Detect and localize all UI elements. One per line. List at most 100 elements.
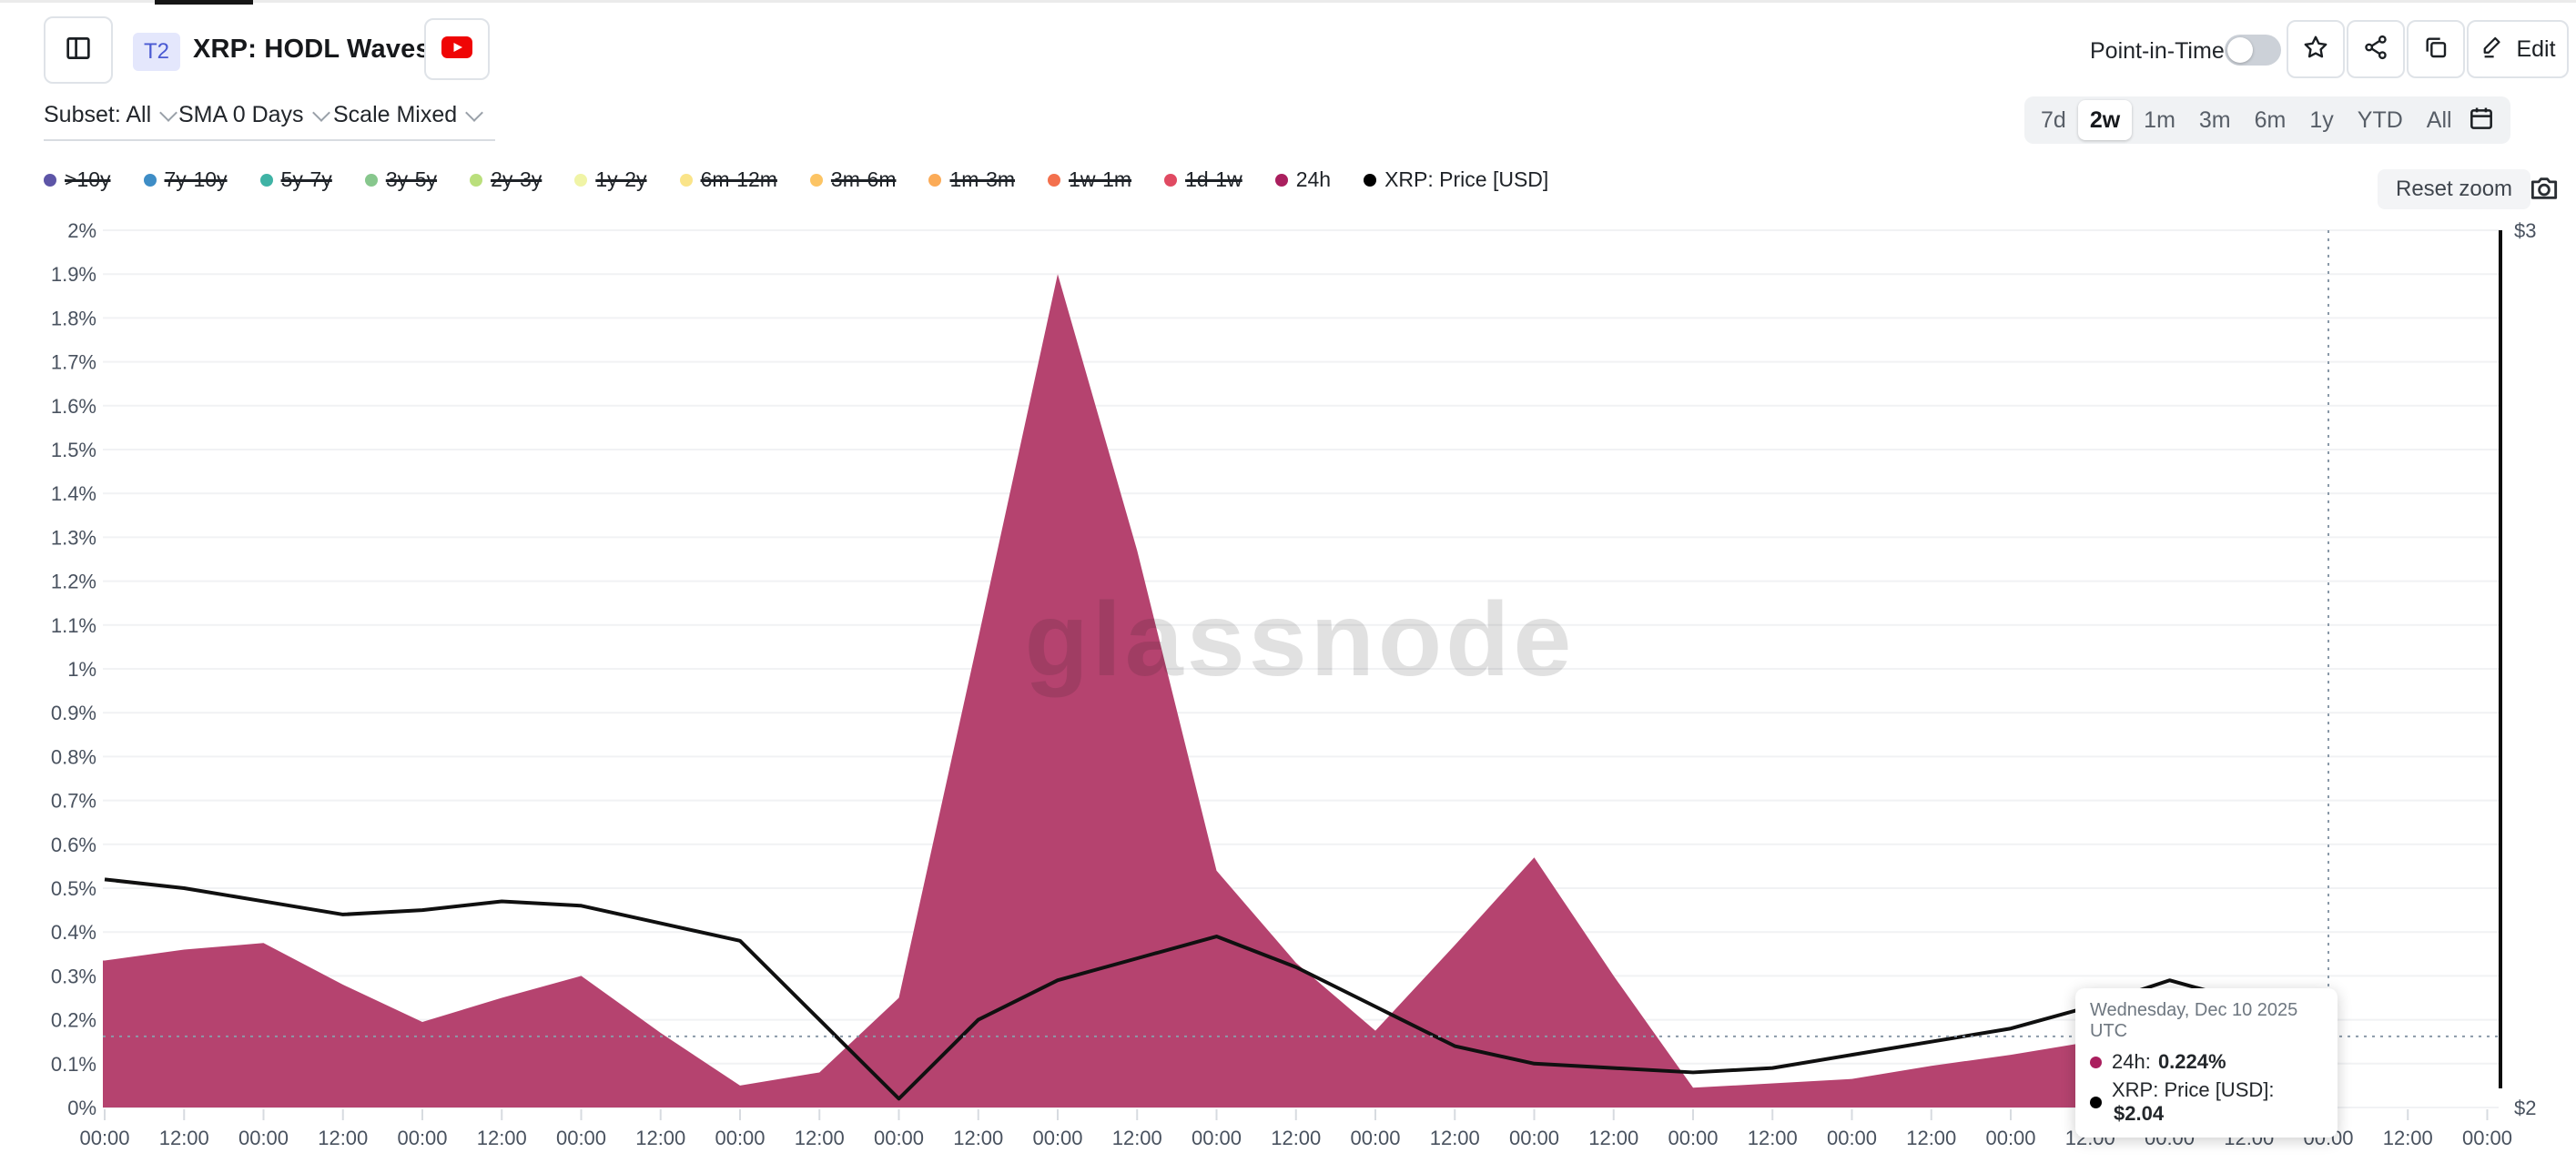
range-2w[interactable]: 2w [2077,100,2133,140]
right-axis: $3 $2 [2499,219,2536,1119]
sma-dropdown-label: SMA 0 Days [178,102,304,127]
svg-text:0.6%: 0.6% [51,834,96,856]
share-icon [2361,33,2390,66]
scale-dropdown[interactable]: Scale Mixed [333,102,496,141]
legend-item[interactable]: 3m-6m [809,167,896,192]
svg-text:1.5%: 1.5% [51,439,96,461]
range-1m[interactable]: 1m [2144,107,2175,133]
legend-item[interactable]: 3y-5y [364,167,437,192]
svg-text:1%: 1% [67,658,96,681]
point-in-time-toggle[interactable] [2225,35,2281,66]
legend-item[interactable]: 5y-7y [259,167,332,192]
legend-item[interactable]: 6m-12m [679,167,777,192]
svg-text:12:00: 12:00 [1906,1127,1956,1149]
legend-label: 5y-7y [280,167,332,191]
svg-text:00:00: 00:00 [1509,1127,1559,1149]
svg-text:00:00: 00:00 [1985,1127,2035,1149]
svg-text:1.2%: 1.2% [51,571,96,593]
page-title: XRP: HODL Waves [193,35,431,64]
legend-label: 1m-3m [949,167,1016,191]
legend-dot [1164,173,1178,187]
legend-dot [143,173,157,187]
reset-zoom-button[interactable]: Reset zoom [2378,169,2531,209]
svg-text:0.5%: 0.5% [51,877,96,900]
legend-item[interactable]: 24h [1274,167,1332,192]
legend-label: XRP: Price [USD] [1384,167,1549,191]
svg-text:1.8%: 1.8% [51,307,96,329]
tooltip-row: 24h: 0.224% [2090,1050,2323,1074]
svg-text:12:00: 12:00 [795,1127,845,1149]
legend-label: 2y-3y [491,167,543,191]
legend-dot [679,173,693,187]
toggle-knob [2227,37,2253,63]
legend-label: 7y-10y [164,167,228,191]
top-divider [0,0,2576,5]
svg-text:00:00: 00:00 [1350,1127,1400,1149]
svg-text:00:00: 00:00 [397,1127,447,1149]
svg-text:0.9%: 0.9% [51,702,96,724]
tooltip-row: XRP: Price [USD]: $2.04 [2090,1078,2323,1126]
legend-label: 1d-1w [1185,167,1242,191]
share-button[interactable] [2347,20,2405,78]
copy-button[interactable] [2407,20,2465,78]
legend-item[interactable]: 1m-3m [928,167,1015,192]
svg-text:12:00: 12:00 [1588,1127,1638,1149]
youtube-button[interactable] [424,18,490,80]
legend-item[interactable]: 2y-3y [470,167,542,192]
legend-item[interactable]: 1y-2y [574,167,647,192]
svg-text:00:00: 00:00 [2462,1127,2512,1149]
svg-text:1.6%: 1.6% [51,395,96,418]
svg-text:12:00: 12:00 [2383,1127,2433,1149]
svg-text:1.3%: 1.3% [51,526,96,549]
calendar-button[interactable] [2458,96,2505,144]
area-series-24h [103,274,2328,1107]
legend-dot [259,173,273,187]
favorite-button[interactable] [2287,20,2345,78]
legend-dot [1274,173,1288,187]
pencil-icon [2480,33,2507,66]
subset-dropdown[interactable]: Subset: All [44,102,190,141]
range-1y[interactable]: 1y [2309,107,2334,133]
legend-label: >10y [65,167,111,191]
legend-item[interactable]: 1w-1m [1048,167,1131,192]
svg-text:12:00: 12:00 [1112,1127,1162,1149]
chart-legend: >10y 7y-10y 5y-7y 3y-5y 2y-3y 1y-2y 6m-12m 3m-6… [44,167,1548,192]
svg-text:00:00: 00:00 [715,1127,765,1149]
svg-text:0.2%: 0.2% [51,1009,96,1032]
legend-dot [928,173,942,187]
legend-label: 1w-1m [1069,167,1132,191]
legend-item[interactable]: >10y [44,167,111,192]
svg-text:12:00: 12:00 [953,1127,1003,1149]
sma-dropdown[interactable]: SMA 0 Days [178,102,342,141]
svg-text:$2: $2 [2514,1097,2536,1119]
svg-text:00:00: 00:00 [556,1127,606,1149]
range-selector: 7d 2w 1m 3m 6m 1y YTD All [2024,96,2510,144]
svg-text:00:00: 00:00 [1192,1127,1242,1149]
range-6m[interactable]: 6m [2254,107,2287,133]
subset-dropdown-label: Subset: All [44,102,152,127]
svg-text:$3: $3 [2514,219,2536,242]
range-all[interactable]: All [2426,107,2452,133]
legend-item[interactable]: 1d-1w [1164,167,1242,192]
edit-button[interactable]: Edit [2467,20,2569,78]
range-3m[interactable]: 3m [2198,107,2231,133]
legend-item[interactable]: XRP: Price [USD] [1364,167,1548,192]
legend-item[interactable]: 7y-10y [143,167,228,192]
svg-text:12:00: 12:00 [318,1127,368,1149]
range-7d[interactable]: 7d [2041,107,2066,133]
screenshot-button[interactable] [2525,171,2563,209]
svg-text:0%: 0% [67,1097,96,1119]
camera-icon [2527,171,2561,210]
svg-text:00:00: 00:00 [238,1127,289,1149]
svg-text:1.4%: 1.4% [51,482,96,505]
range-ytd[interactable]: YTD [2357,107,2403,133]
svg-text:0.7%: 0.7% [51,790,96,813]
sidebar-toggle-button[interactable] [44,16,113,84]
svg-text:12:00: 12:00 [159,1127,209,1149]
youtube-icon [441,35,473,65]
svg-text:0.3%: 0.3% [51,965,96,987]
legend-label: 24h [1295,167,1332,191]
legend-dot [364,173,378,187]
star-icon [2301,33,2330,66]
